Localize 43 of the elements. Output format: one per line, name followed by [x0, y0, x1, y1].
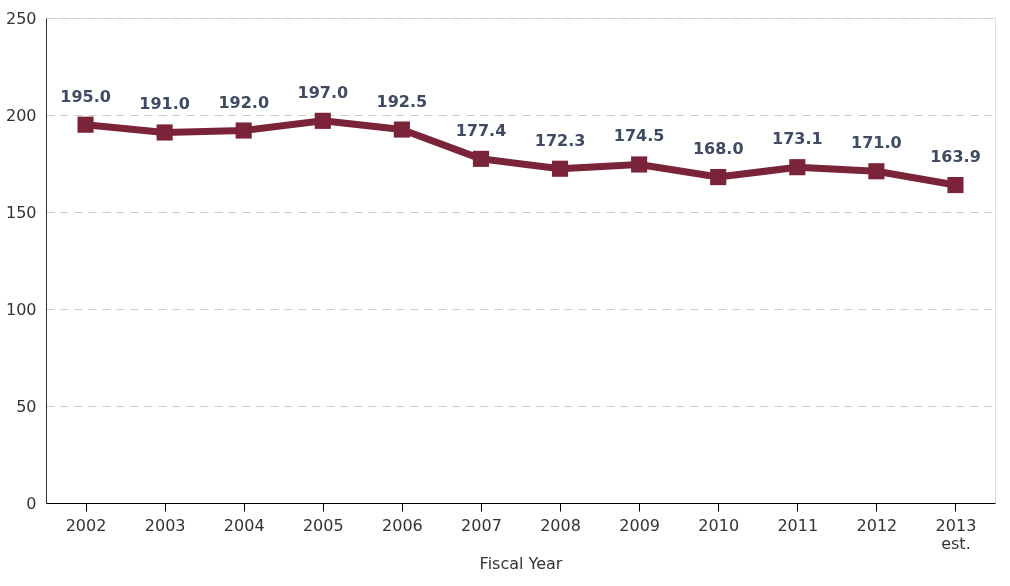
- data-label: 197.0: [297, 82, 349, 102]
- data-label: 171.0: [851, 133, 902, 153]
- point: [631, 156, 648, 173]
- point: [789, 159, 806, 176]
- x-tick-label: 2010: [698, 515, 740, 535]
- point: [947, 176, 964, 194]
- data-label: 191.0: [139, 94, 190, 114]
- point: [156, 124, 173, 141]
- data-label: 163.9: [930, 147, 981, 167]
- point: [472, 150, 490, 167]
- x-tick-label: 2004: [223, 515, 265, 535]
- data-label: 172.3: [534, 130, 586, 150]
- x-tick-label: 2011: [777, 515, 819, 535]
- x-tick-label: 2008: [540, 515, 581, 535]
- y-tick-label: 100: [5, 299, 37, 319]
- point: [710, 169, 727, 186]
- x-tick-label: 2007: [461, 515, 502, 535]
- x-tick-label: 2002: [65, 515, 107, 535]
- data-label: 192.5: [376, 91, 428, 111]
- y-tick-label: 50: [16, 396, 37, 416]
- x-tick-label: 2006: [382, 515, 423, 535]
- point: [551, 160, 569, 177]
- x-tick-label: 2005: [302, 515, 344, 535]
- data-label: 195.0: [60, 86, 111, 106]
- y-tick-label: 200: [5, 105, 37, 125]
- y-tick-label: 150: [5, 202, 37, 222]
- point: [393, 121, 410, 138]
- x-tick-label: 2009: [619, 515, 660, 535]
- data-label: 173.1: [771, 129, 823, 149]
- data-label: 168.0: [692, 139, 744, 159]
- y-tick-label: 0: [26, 493, 37, 513]
- point: [868, 163, 885, 180]
- data-label: 177.4: [455, 120, 507, 140]
- x-tick-label: 2012: [856, 515, 898, 535]
- x-tick-label: 2013 est.: [935, 515, 977, 553]
- point: [77, 116, 94, 133]
- point: [235, 122, 252, 139]
- point: [314, 112, 331, 129]
- y-tick-label: 250: [5, 8, 37, 28]
- x-axis-title: Fiscal Year: [479, 553, 563, 573]
- x-tick-label: 2003: [144, 515, 186, 535]
- data-label: 192.0: [218, 92, 270, 112]
- data-label: 174.5: [613, 126, 665, 146]
